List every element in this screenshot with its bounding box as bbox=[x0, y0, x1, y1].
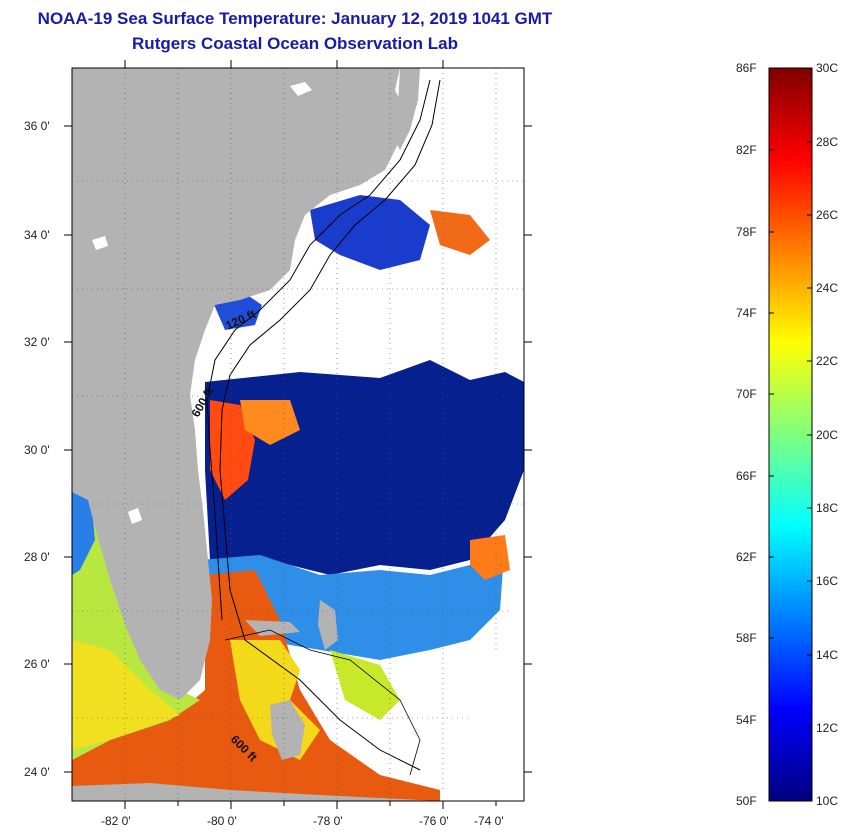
lon-label: -80 0' bbox=[207, 814, 237, 828]
lat-label: 30 0' bbox=[24, 443, 50, 457]
isobath-bahamas bbox=[224, 629, 421, 776]
colorbar-c-label: 14C bbox=[816, 648, 839, 662]
colorbar-c-label: 22C bbox=[816, 354, 839, 368]
land-andros bbox=[270, 700, 305, 760]
colorbar-f-label: 62F bbox=[736, 550, 757, 564]
map-title: NOAA-19 Sea Surface Temperature: January… bbox=[37, 9, 553, 28]
colorbar-c-label: 18C bbox=[816, 501, 839, 515]
warm-patch-north-east bbox=[430, 210, 490, 255]
bahamas-bank-east bbox=[330, 650, 400, 720]
land-abaco bbox=[318, 600, 338, 650]
lat-label: 34 0' bbox=[24, 228, 50, 242]
lat-label: 24 0' bbox=[24, 765, 50, 779]
lon-label: -76 0' bbox=[419, 814, 449, 828]
map-ticks bbox=[64, 60, 532, 809]
colorbar-f-label: 58F bbox=[736, 631, 757, 645]
colorbar-f-label: 74F bbox=[736, 306, 757, 320]
sst-map bbox=[72, 68, 524, 801]
land-lake-okeechobee bbox=[128, 508, 142, 524]
map-subtitle: Rutgers Coastal Ocean Observation Lab bbox=[132, 34, 458, 53]
lat-label: 26 0' bbox=[24, 657, 50, 671]
lon-label: -78 0' bbox=[313, 814, 343, 828]
colorbar-c-label: 28C bbox=[816, 135, 839, 149]
colorbar-gradient bbox=[768, 67, 813, 802]
lon-label: -82 0' bbox=[101, 814, 131, 828]
colorbar-c-label: 16C bbox=[816, 574, 839, 588]
colorbar-c-label: 10C bbox=[816, 794, 839, 808]
land-outer-banks bbox=[392, 68, 420, 150]
colorbar-f-label: 70F bbox=[736, 387, 757, 401]
colorbar-c-label: 30C bbox=[816, 61, 839, 75]
isobath-120ft bbox=[206, 79, 431, 621]
lat-label: 36 0' bbox=[24, 119, 50, 133]
land-lake bbox=[92, 236, 108, 250]
map-frame bbox=[71, 67, 525, 802]
colorbar-c-label: 12C bbox=[816, 721, 839, 735]
colorbar-ticks bbox=[769, 141, 812, 729]
colorbar-f-label: 78F bbox=[736, 225, 757, 239]
lat-label: 32 0' bbox=[24, 335, 50, 349]
land-cuba bbox=[72, 783, 440, 801]
colorbar-c-label: 24C bbox=[816, 281, 839, 295]
no-data-swath-edge bbox=[440, 560, 524, 801]
land-lake bbox=[290, 82, 312, 96]
colorbar-c-label: 26C bbox=[816, 208, 839, 222]
land-grand-bahama bbox=[245, 620, 300, 636]
gulf-of-mexico-warm-band bbox=[72, 640, 180, 750]
gulf-cold-west bbox=[72, 488, 95, 575]
graticule bbox=[72, 68, 524, 801]
cold-water-patch-north bbox=[310, 195, 430, 270]
warm-patch-central bbox=[240, 400, 300, 445]
lon-label: -74 0' bbox=[474, 814, 504, 828]
colorbar-f-label: 50F bbox=[736, 794, 757, 808]
land-mainland bbox=[72, 68, 405, 700]
colorbar-f-label: 66F bbox=[736, 469, 757, 483]
colorbar-f-label: 86F bbox=[736, 61, 757, 75]
colorbar-f-label: 54F bbox=[736, 713, 757, 727]
colorbar-c-label: 20C bbox=[816, 428, 839, 442]
colorbar-f-label: 82F bbox=[736, 143, 757, 157]
isobath-600ft bbox=[219, 79, 441, 771]
warm-patch-east bbox=[470, 535, 510, 580]
lat-label: 28 0' bbox=[24, 550, 50, 564]
